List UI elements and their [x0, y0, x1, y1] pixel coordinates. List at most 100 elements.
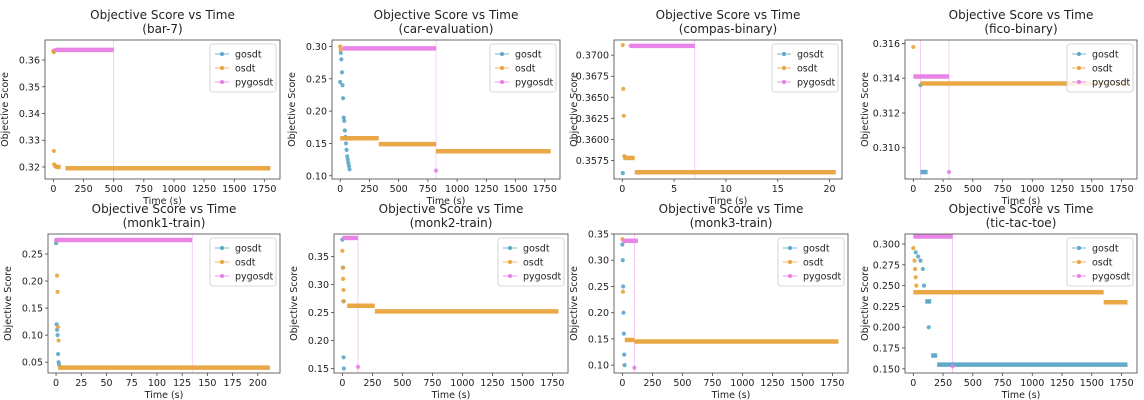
- x-tick-label: 1000: [450, 378, 474, 389]
- legend: gosdt osdt pygosdt: [1066, 237, 1134, 287]
- y-tick-label: 0.175: [873, 344, 900, 355]
- legend-marker-gosdt: [220, 52, 224, 56]
- data-point: [622, 154, 627, 159]
- plot-area: [51, 40, 271, 179]
- y-tick-label: 0.20: [588, 308, 609, 319]
- legend-label-pygosdt: pygosdt: [1092, 272, 1130, 283]
- x-tick-label: 500: [964, 184, 982, 195]
- x-tick-label: 150: [198, 378, 216, 389]
- data-point: [347, 167, 352, 172]
- data-point: [926, 325, 931, 330]
- y-tick-label: 0.30: [306, 42, 327, 53]
- data-point: [51, 148, 57, 154]
- data-point: [621, 310, 626, 315]
- chart-subtitle: (monk3-train): [690, 216, 773, 230]
- x-tick-label: 1500: [1080, 378, 1104, 389]
- legend-label-pygosdt: pygosdt: [803, 272, 841, 283]
- data-point: [620, 289, 626, 294]
- legend-label-gosdt: gosdt: [797, 50, 824, 61]
- x-tick-label: 1500: [503, 184, 527, 195]
- x-tick-label: 1250: [1050, 184, 1074, 195]
- chart-6: Objective Score vs Time(monk2-train) Time…: [289, 202, 569, 400]
- plot-area: [53, 234, 270, 373]
- data-point: [339, 57, 344, 62]
- y-tick-label: 0.150: [873, 364, 900, 375]
- x-tick-label: 1000: [1020, 378, 1044, 389]
- y-tick-label: 0.05: [22, 358, 43, 369]
- legend-label-osdt: osdt: [235, 64, 256, 75]
- legend-marker-gosdt: [788, 246, 792, 250]
- x-tick-label: 750: [993, 378, 1011, 389]
- legend-marker-osdt: [500, 66, 504, 70]
- legend-label-osdt: osdt: [523, 258, 544, 269]
- data-point: [345, 154, 350, 159]
- series-pygosdt: [913, 234, 955, 369]
- data-point: [341, 96, 346, 101]
- axes-frame: [331, 39, 561, 180]
- legend-label-osdt: osdt: [797, 64, 818, 75]
- chart-title: Objective Score vs Time: [659, 202, 804, 216]
- series-gosdt: [340, 237, 346, 371]
- data-point: [621, 331, 626, 336]
- chart-2: Objective Score vs Time(car-evaluation) T…: [287, 8, 561, 207]
- legend-label-osdt: osdt: [515, 64, 536, 75]
- legend-label-osdt: osdt: [803, 258, 824, 269]
- chart-subtitle: (monk1-train): [123, 216, 206, 230]
- data-point: [54, 164, 59, 170]
- data-point: [913, 250, 918, 255]
- chart-subtitle: (fico-binary): [984, 22, 1057, 36]
- data-point: [622, 352, 627, 357]
- data-point: [628, 43, 633, 48]
- y-tick-label: 0.10: [588, 361, 609, 372]
- chart-subtitle: (monk2-train): [410, 216, 493, 230]
- legend-label-gosdt: gosdt: [1092, 244, 1119, 255]
- data-point: [55, 351, 61, 357]
- legend: gosdt osdt pygosdt: [497, 237, 565, 287]
- data-point: [355, 364, 361, 369]
- x-tick-label: 0: [50, 184, 56, 195]
- x-axis-label: Time (s): [142, 196, 182, 207]
- x-tick-label: 1500: [222, 184, 246, 195]
- legend-box: [771, 43, 839, 93]
- data-point: [341, 299, 346, 304]
- chart-subtitle: (bar-7): [142, 22, 182, 36]
- data-point: [341, 276, 346, 281]
- x-tick-label: 500: [673, 378, 691, 389]
- legend-marker-pygosdt: [782, 80, 786, 84]
- data-point: [620, 171, 625, 176]
- legend-marker-pygosdt: [788, 274, 792, 278]
- y-axis-label: Objective Score: [3, 266, 14, 341]
- y-tick-label: 0.25: [588, 282, 609, 293]
- x-axis-label: Time (s): [708, 196, 748, 207]
- y-tick-label: 0.3700: [576, 51, 609, 62]
- y-tick-label: 0.15: [308, 364, 329, 375]
- chart-1: Objective Score vs Time(bar-7) Time (s) Ob…: [0, 8, 281, 207]
- legend-marker-osdt: [782, 66, 786, 70]
- x-tick-label: 20: [824, 184, 836, 195]
- y-tick-label: 0.34: [19, 109, 40, 120]
- chart-title: Objective Score vs Time: [656, 8, 801, 22]
- axes-frame: [613, 39, 843, 180]
- y-tick-label: 0.312: [873, 108, 900, 119]
- x-tick-label: 175: [224, 378, 242, 389]
- x-axis-label: Time (s): [431, 390, 471, 400]
- data-point: [913, 266, 918, 272]
- series-osdt: [620, 42, 836, 175]
- data-point: [345, 157, 350, 162]
- data-point: [55, 324, 61, 330]
- y-tick-label: 0.15: [588, 334, 609, 345]
- data-point: [54, 273, 60, 278]
- x-tick-label: 250: [934, 378, 952, 389]
- legend-label-gosdt: gosdt: [523, 244, 550, 255]
- data-point: [339, 70, 345, 75]
- data-point: [340, 248, 345, 253]
- series-gosdt: [53, 241, 62, 367]
- y-axis-label: Objective Score: [287, 72, 298, 147]
- legend-label-pygosdt: pygosdt: [797, 78, 835, 89]
- chart-subtitle: (tic-tac-toe): [986, 216, 1057, 230]
- data-point: [621, 113, 626, 118]
- data-point: [53, 47, 58, 52]
- data-point: [621, 284, 626, 289]
- x-tick-label: 75: [126, 378, 138, 389]
- x-tick-label: 1250: [1050, 378, 1074, 389]
